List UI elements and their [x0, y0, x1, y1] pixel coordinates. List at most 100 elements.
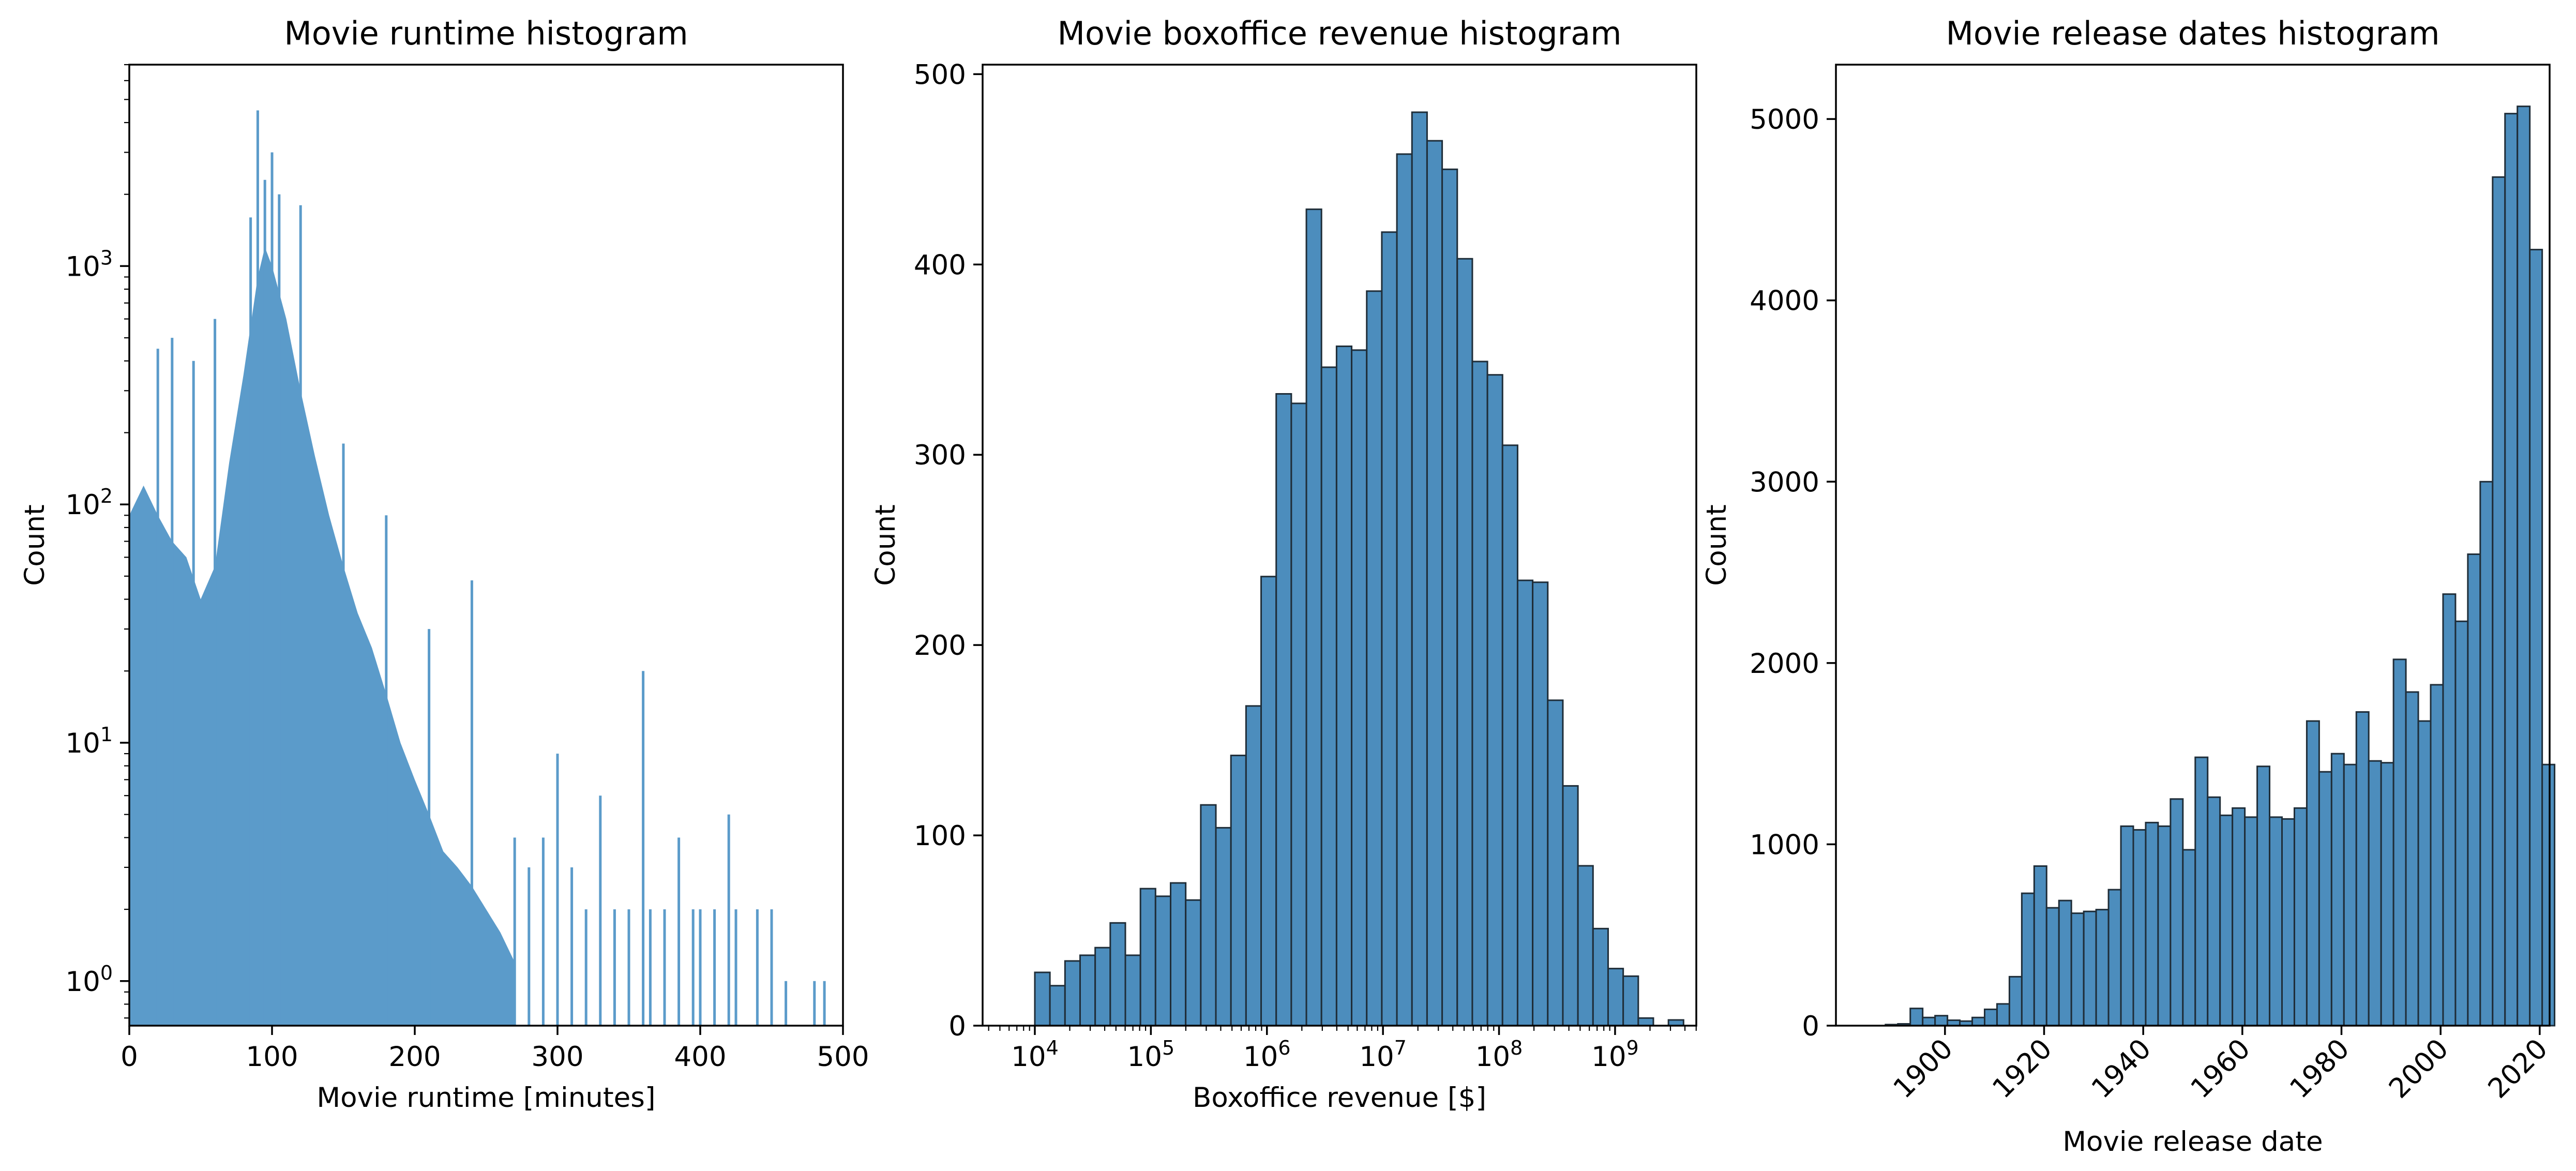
release-dates-bar	[2058, 899, 2072, 1027]
runtime-bar	[528, 867, 531, 1026]
release-dates-bar	[2107, 889, 2122, 1027]
runtime-bar	[556, 754, 559, 1026]
boxoffice-histogram-bars	[1034, 111, 1684, 1027]
release-dates-y-axis-label: Count	[1701, 504, 1733, 586]
release-dates-bar	[1909, 1008, 1924, 1027]
runtime-bar	[663, 909, 666, 1026]
boxoffice-x-tick-label: 107	[1359, 1037, 1407, 1073]
boxoffice-bar	[1049, 985, 1066, 1027]
runtime-x-tick-label: 300	[531, 1041, 583, 1073]
release-dates-histogram-title: Movie release dates histogram	[1946, 14, 2439, 52]
runtime-y-tick-label: 100	[65, 962, 113, 998]
release-dates-bar	[2256, 765, 2271, 1027]
runtime-bar	[613, 909, 616, 1026]
release-dates-bar	[2430, 684, 2444, 1027]
release-dates-bar	[1922, 1016, 1936, 1027]
release-dates-x-tick-label: 2020	[2482, 1033, 2554, 1105]
boxoffice-bar	[1170, 882, 1187, 1027]
boxoffice-bar	[1366, 290, 1383, 1027]
boxoffice-x-tick-label: 108	[1475, 1037, 1523, 1073]
boxoffice-bar	[1124, 954, 1141, 1027]
boxoffice-bar	[1200, 804, 1217, 1027]
runtime-bar	[263, 179, 266, 1026]
runtime-bar	[299, 205, 302, 1026]
boxoffice-bar	[1411, 111, 1428, 1027]
release-dates-bar	[2293, 807, 2308, 1027]
boxoffice-bar	[1516, 579, 1534, 1027]
release-dates-x-tick-label: 1940	[2086, 1033, 2158, 1105]
release-dates-bar	[2405, 691, 2419, 1027]
boxoffice-bar	[1260, 576, 1277, 1027]
boxoffice-x-tick-label: 104	[1011, 1037, 1059, 1073]
boxoffice-y-tick-label: 500	[914, 59, 966, 91]
runtime-y-tick-label: 101	[65, 723, 113, 759]
runtime-bar	[256, 110, 259, 1026]
release-dates-y-tick-label: 1000	[1750, 829, 1819, 861]
release-dates-histogram-frame	[1835, 64, 2551, 1027]
release-dates-bar	[1971, 1016, 1986, 1027]
boxoffice-bar	[1471, 361, 1488, 1027]
boxoffice-bar	[1215, 827, 1232, 1027]
release-dates-y-tick-label: 0	[1802, 1011, 1819, 1042]
boxoffice-x-tick-label: 105	[1127, 1037, 1175, 1073]
boxoffice-x-tick-label: 106	[1243, 1037, 1291, 1073]
runtime-bar	[278, 194, 281, 1026]
runtime-histogram-panel: Movie runtime histogram 0 100 200 300 400 500…	[19, 14, 869, 1114]
release-dates-bar	[2417, 720, 2432, 1027]
release-dates-x-tick-label: 1920	[1986, 1033, 2058, 1105]
boxoffice-bar	[1547, 699, 1564, 1027]
boxoffice-bar	[1320, 366, 1337, 1027]
boxoffice-bar	[1351, 349, 1368, 1027]
release-dates-bar	[2207, 796, 2221, 1027]
runtime-bar	[541, 837, 545, 1026]
release-dates-y-tick-label: 4000	[1750, 286, 1819, 317]
boxoffice-bar	[1486, 374, 1503, 1027]
boxoffice-bar	[1230, 755, 1247, 1027]
release-dates-bar	[2454, 620, 2469, 1027]
runtime-bar	[727, 814, 730, 1026]
runtime-bar	[342, 443, 345, 1026]
runtime-bar	[734, 909, 737, 1026]
runtime-bar	[192, 361, 195, 1026]
boxoffice-bar	[1607, 968, 1624, 1027]
release-dates-y-tick-label: 3000	[1750, 467, 1819, 498]
runtime-bar	[627, 909, 630, 1026]
boxoffice-bar	[1501, 444, 1518, 1027]
boxoffice-bar	[1185, 899, 1202, 1027]
boxoffice-y-tick-label: 100	[914, 820, 966, 852]
runtime-bar	[691, 909, 695, 1026]
release-dates-x-tick-label: 1980	[2284, 1033, 2356, 1105]
boxoffice-bar	[1426, 140, 1443, 1027]
runtime-x-axis-label: Movie runtime [minutes]	[317, 1082, 655, 1114]
runtime-bar	[385, 515, 388, 1026]
release-dates-histogram-panel: Movie release dates histogram 1900 1920 19…	[1701, 14, 2556, 1158]
boxoffice-bar	[1094, 947, 1111, 1027]
release-dates-bar	[2517, 106, 2531, 1027]
boxoffice-bar	[1245, 705, 1262, 1027]
runtime-bar	[649, 909, 652, 1026]
release-dates-bar	[2330, 753, 2345, 1027]
runtime-bar	[785, 981, 788, 1026]
release-dates-bar	[2541, 763, 2556, 1027]
runtime-bar	[171, 338, 174, 1026]
boxoffice-bar	[1079, 954, 1096, 1027]
runtime-histogram-body	[129, 247, 515, 1026]
boxoffice-bar	[1290, 402, 1307, 1027]
boxoffice-y-tick-label: 400	[914, 249, 966, 281]
runtime-bar	[513, 837, 516, 1026]
release-dates-bar	[2492, 176, 2506, 1027]
release-dates-x-tick-label: 2000	[2383, 1033, 2455, 1105]
release-dates-bar	[2182, 849, 2196, 1027]
release-dates-bar	[2244, 816, 2258, 1027]
release-dates-bar	[2529, 249, 2543, 1027]
boxoffice-x-axis-label: Boxoffice revenue [$]	[1193, 1082, 1486, 1114]
release-dates-x-axis-label: Movie release date	[2062, 1126, 2323, 1158]
release-dates-bar	[1934, 1015, 1949, 1027]
runtime-y-tick-label: 103	[65, 246, 113, 282]
release-dates-bar	[2045, 907, 2060, 1027]
runtime-y-axis-label: Count	[19, 504, 51, 586]
release-dates-bar	[2355, 711, 2370, 1027]
runtime-bar	[570, 867, 574, 1026]
boxoffice-bar	[1592, 927, 1609, 1027]
boxoffice-bar	[1637, 1017, 1654, 1027]
